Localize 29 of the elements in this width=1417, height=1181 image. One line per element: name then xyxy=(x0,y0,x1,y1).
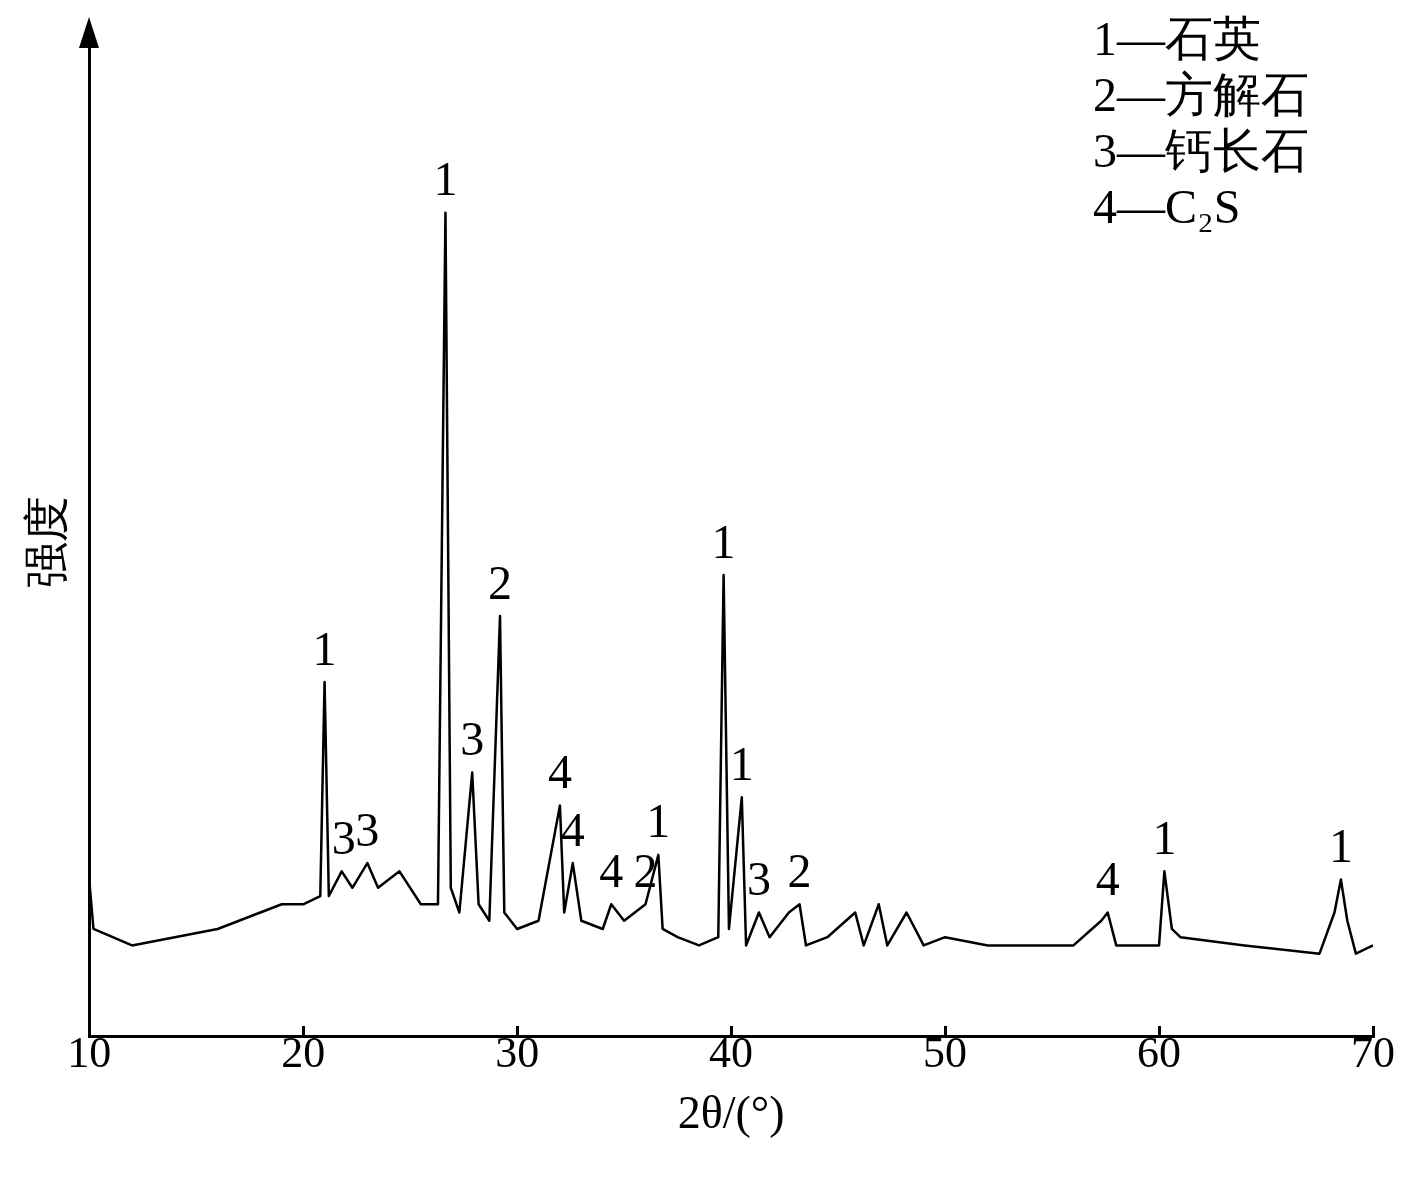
x-tick-label: 30 xyxy=(495,1027,540,1077)
annotation: 4—C₂S xyxy=(1093,179,1241,233)
annotation: 2 xyxy=(787,843,812,897)
annotation: 3 xyxy=(355,802,380,856)
annotation: 1 xyxy=(433,152,458,206)
annotation: 1 xyxy=(312,621,337,675)
x-tick-label: 50 xyxy=(923,1027,968,1077)
annotation: 4 xyxy=(547,745,572,799)
annotation: 1 xyxy=(729,736,754,790)
annotation: 3 xyxy=(746,852,771,906)
text: 3—钙长石 xyxy=(1093,123,1309,177)
annotation: 3 xyxy=(460,712,485,766)
annotation: 3 xyxy=(331,810,356,864)
x-axis-title: 2θ/(°) xyxy=(677,1087,785,1139)
x-tick-label: 20 xyxy=(281,1027,326,1077)
annotation: 1 xyxy=(1152,810,1177,864)
x-tick-label: 60 xyxy=(1137,1027,1182,1077)
text: 2—方解石 xyxy=(1093,67,1309,121)
y-axis-title: 强度 xyxy=(20,496,72,588)
x-tick-label: 70 xyxy=(1351,1027,1395,1077)
annotation: 2 xyxy=(488,555,513,609)
annotation: 4 xyxy=(560,802,585,856)
annotation: 4 xyxy=(599,843,624,897)
x-tick-label: 10 xyxy=(67,1027,112,1077)
text: 1—石英 xyxy=(1093,11,1261,65)
annotation: 1 xyxy=(711,514,736,568)
annotation: 4 xyxy=(1095,852,1120,906)
x-tick-label: 40 xyxy=(709,1027,754,1077)
annotation: 1 xyxy=(1328,819,1353,873)
